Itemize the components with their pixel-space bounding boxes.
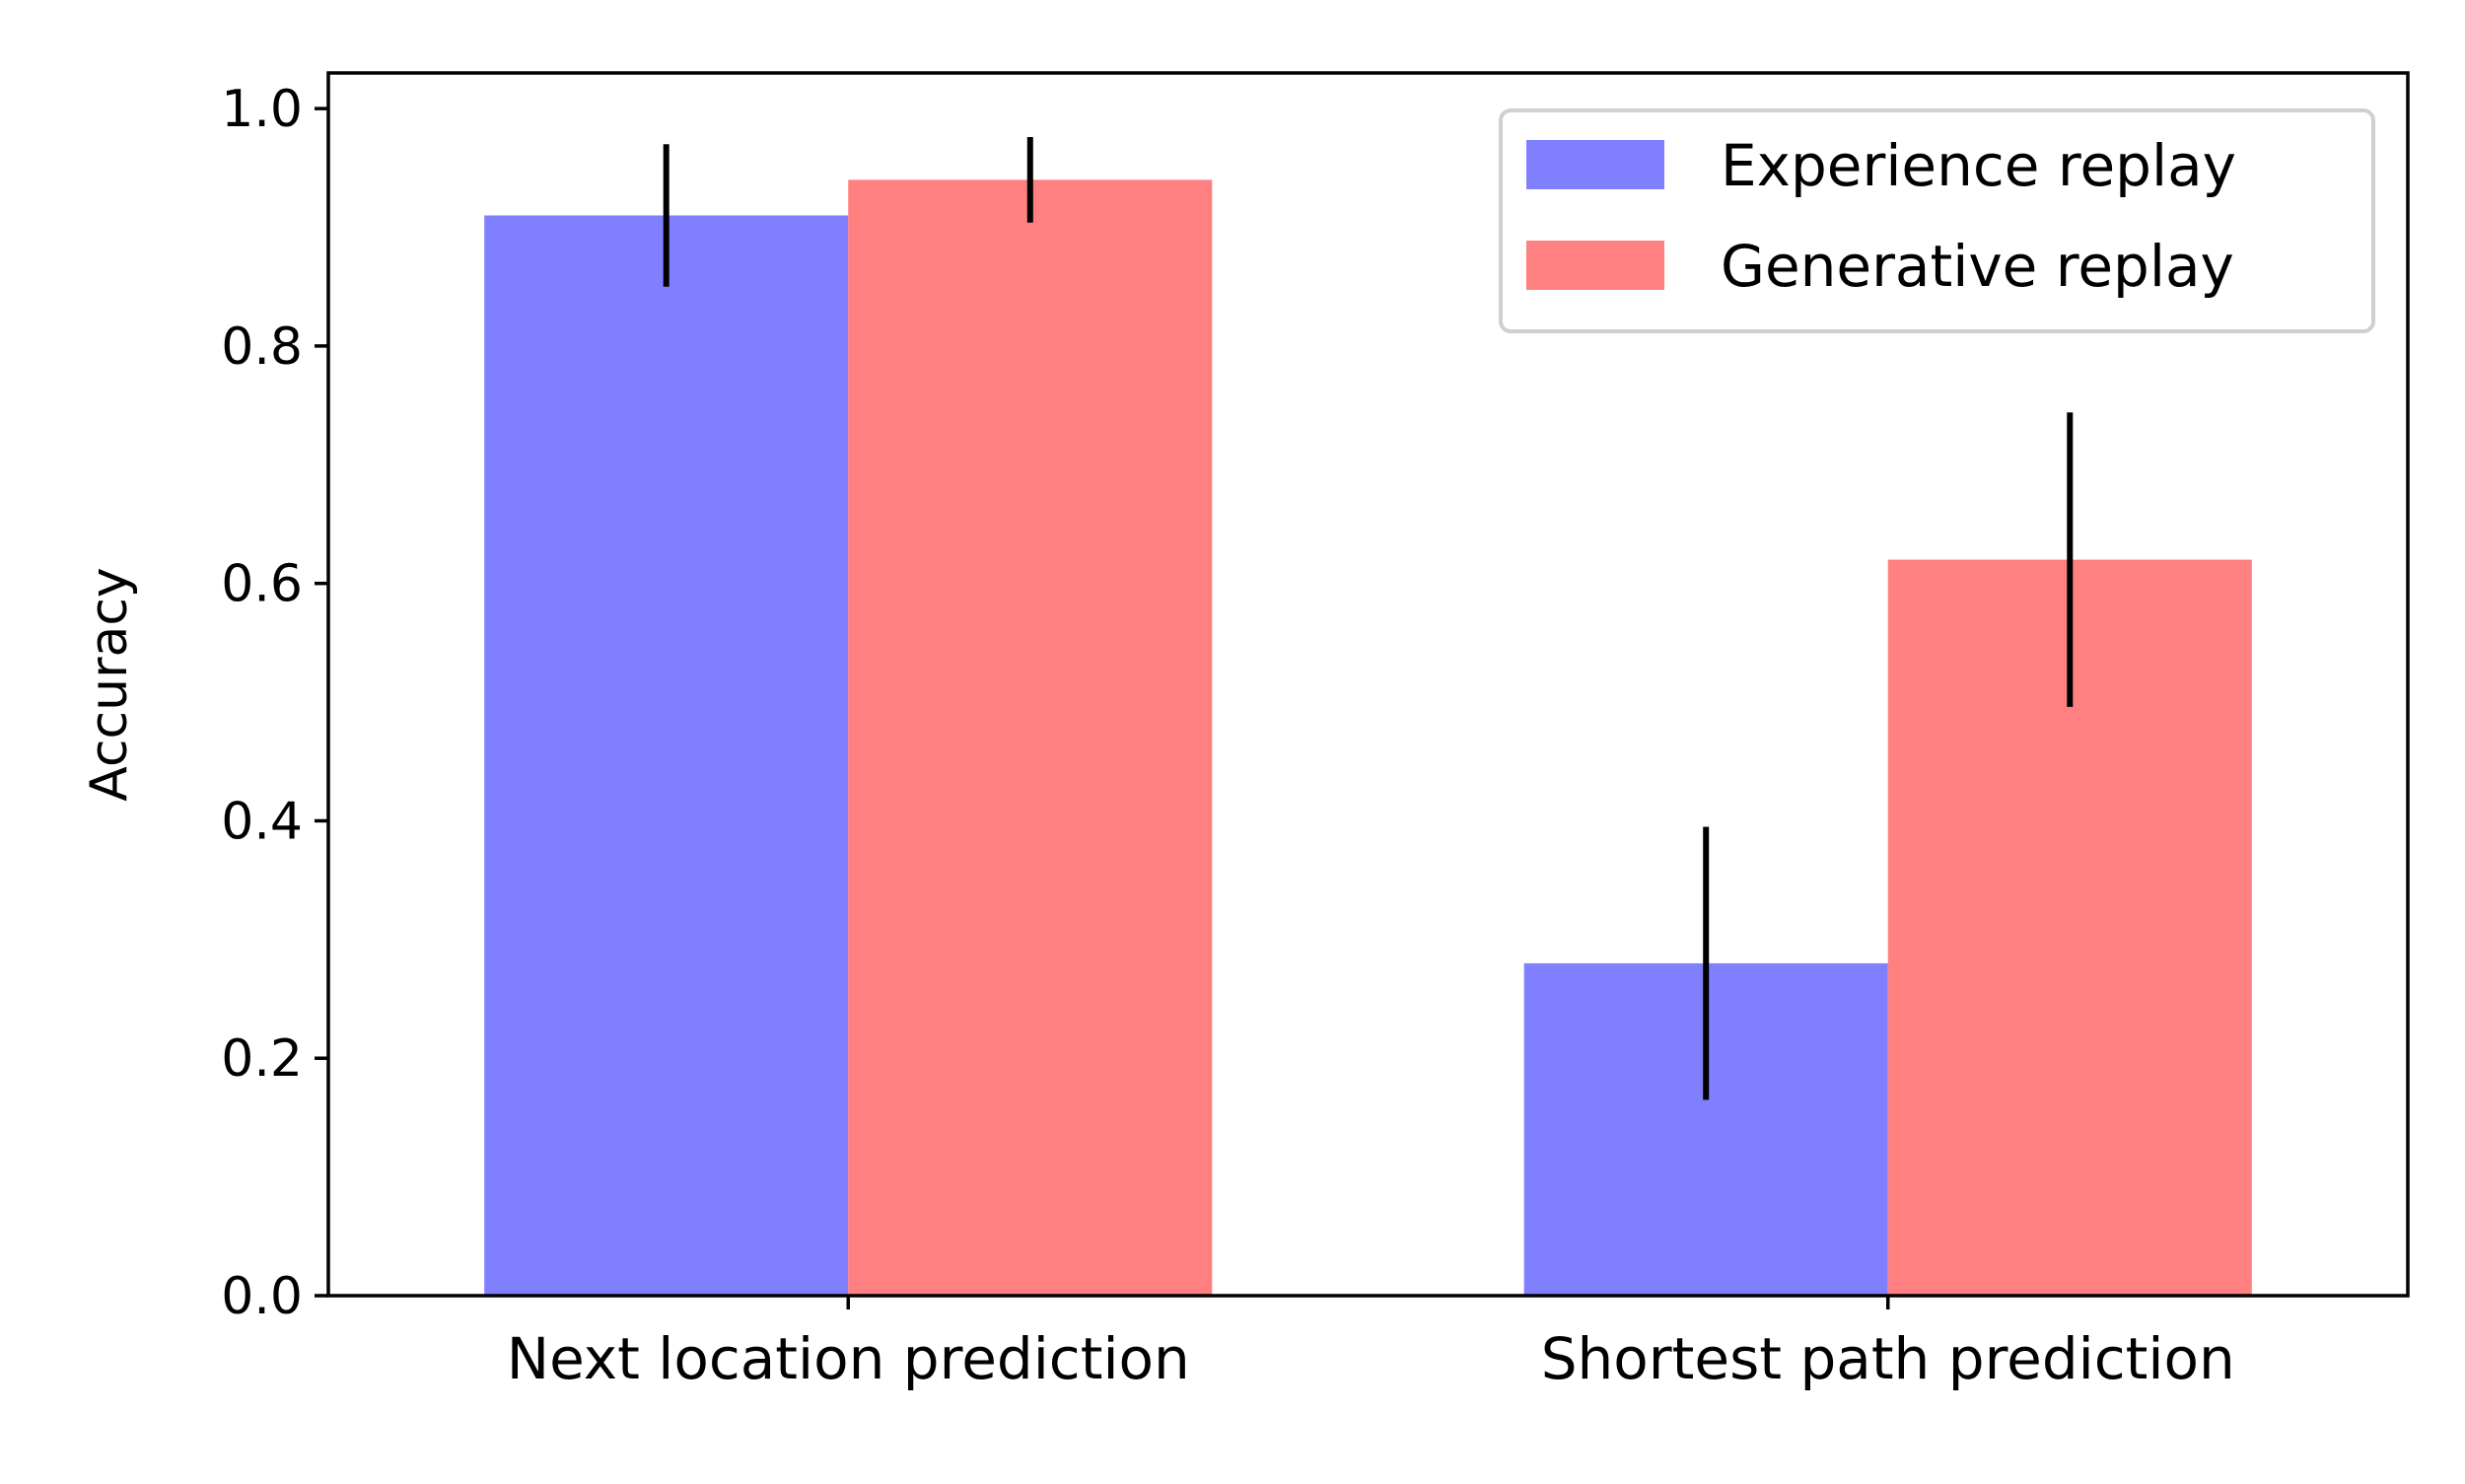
y-tick-label: 0.2 xyxy=(221,1029,303,1089)
y-tick-label: 0.4 xyxy=(221,792,303,851)
bar-generative-0 xyxy=(848,179,1213,1297)
y-tick-label: 1.0 xyxy=(221,80,303,139)
error-bars-layer xyxy=(663,137,2074,1100)
legend-swatch-experience xyxy=(1526,140,1664,189)
legend-swatch-generative xyxy=(1526,241,1664,290)
bars-layer xyxy=(484,179,2252,1297)
x-tick-label: Shortest path prediction xyxy=(1541,1325,2235,1392)
y-tick-label: 0.8 xyxy=(221,318,303,377)
legend-label-experience: Experience replay xyxy=(1721,132,2236,199)
x-axis: Next location prediction Shortest path pr… xyxy=(507,1296,2235,1392)
legend: Experience replay Generative replay xyxy=(1499,108,2375,333)
legend-box xyxy=(1499,108,2375,333)
y-axis: 0.0 0.2 0.4 0.6 0.8 1.0 xyxy=(221,80,328,1326)
plot-frame xyxy=(326,71,2410,1298)
y-tick-label: 0.0 xyxy=(221,1267,303,1326)
legend-label-generative: Generative replay xyxy=(1721,233,2234,300)
y-axis-title: Accuracy xyxy=(80,567,139,801)
y-tick-label: 0.6 xyxy=(221,555,303,614)
x-tick-label: Next location prediction xyxy=(507,1325,1190,1392)
bar-experience-0 xyxy=(484,215,849,1296)
